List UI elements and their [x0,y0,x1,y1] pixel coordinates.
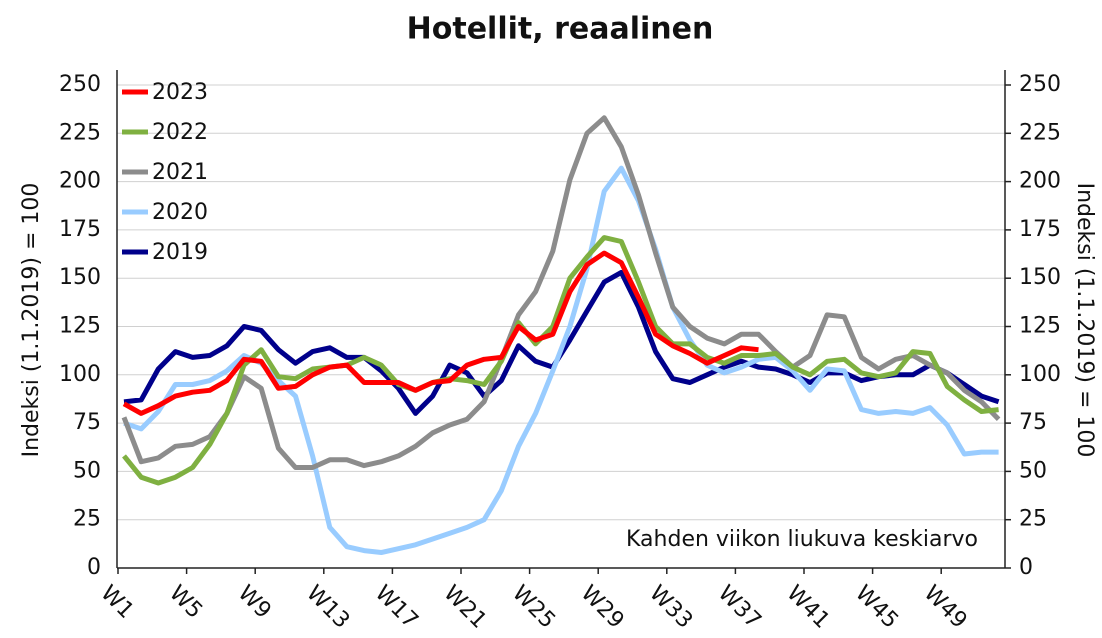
legend-label: 2023 [152,80,208,105]
y2-tick-label: 100 [1019,362,1061,387]
y2-tick-label: 25 [1019,507,1047,532]
y-tick-label: 175 [59,217,101,242]
line-series [122,250,759,416]
x-tick-label: W5 [164,581,207,624]
x-tick-label: W45 [850,581,903,634]
x-tick-label: W37 [713,581,766,634]
annotation: Kahden viikon liukuva keskiarvo [626,527,978,552]
x-tick-label: W29 [576,581,629,634]
x-tick-label: W41 [782,581,835,634]
y-tick-label: 250 [59,72,101,97]
x-tick-label: W33 [644,581,697,634]
x-tick-label: W21 [439,581,492,634]
y2-tick-label: 225 [1019,120,1061,145]
legend-label: 2020 [152,200,208,225]
line-series [121,115,1001,470]
y-tick-label: 150 [59,265,101,290]
y-tick-label: 0 [87,555,101,580]
legend-label: 2021 [152,160,208,185]
chart-title: Hotellit, reaalinen [407,12,714,47]
y2-axis-label: Indeksi (1.1.2019) = 100 [1072,183,1097,458]
y2-tick-label: 250 [1019,72,1061,97]
y-axis-label: Indeksi (1.1.2019) = 100 [19,183,44,458]
x-tick-label: W25 [507,581,560,634]
y2-tick-label: 50 [1019,458,1047,483]
y2-tick-label: 125 [1019,314,1061,339]
y-tick-label: 200 [59,169,101,194]
x-tick-label: W49 [919,581,972,634]
y-tick-label: 225 [59,120,101,145]
y2-tick-label: 200 [1019,169,1061,194]
x-tick-label: W13 [301,581,354,634]
y-tick-label: 100 [59,362,101,387]
y-tick-label: 75 [73,410,101,435]
line-series [122,235,999,486]
x-tick-label: W9 [233,581,276,624]
legend-label: 2022 [152,120,208,145]
y2-tick-label: 0 [1019,555,1033,580]
y2-tick-label: 75 [1019,410,1047,435]
x-tick-label: W17 [370,581,423,634]
y-tick-label: 25 [73,507,101,532]
y-tick-label: 125 [59,314,101,339]
y2-tick-label: 150 [1019,265,1061,290]
x-tick-label: W1 [96,581,139,624]
legend-label: 2019 [152,240,208,265]
y2-tick-label: 175 [1019,217,1061,242]
y-tick-label: 50 [73,458,101,483]
